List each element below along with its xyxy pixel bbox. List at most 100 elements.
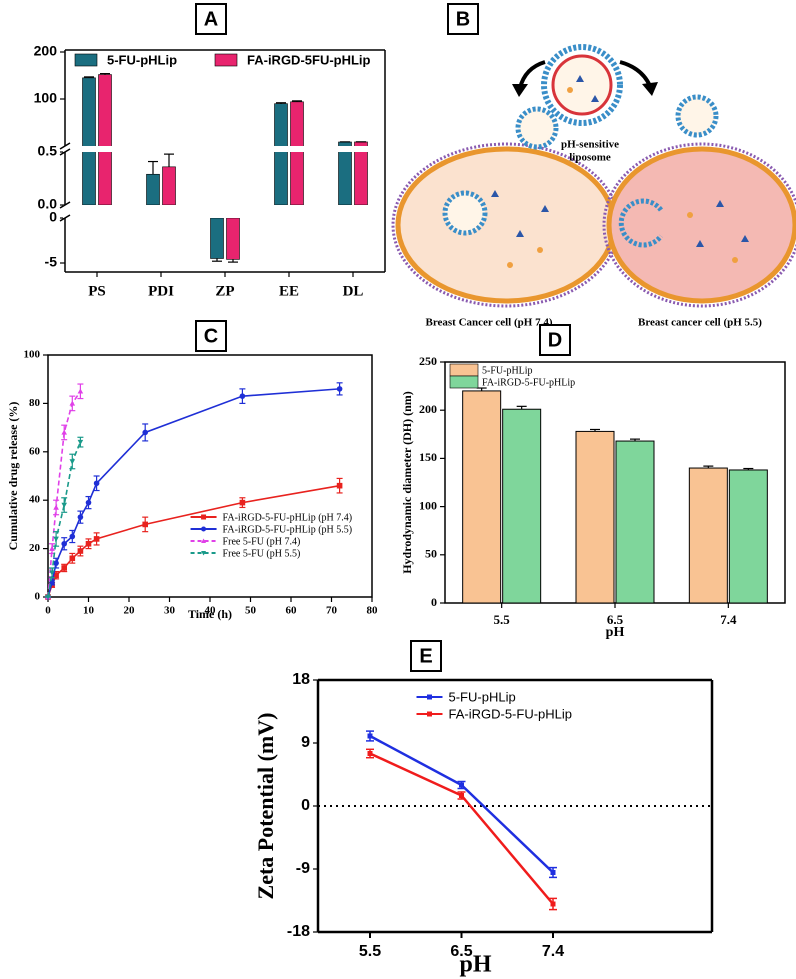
marker — [53, 536, 59, 542]
bar — [146, 173, 160, 206]
panel-box — [195, 3, 227, 35]
drug-icons — [491, 75, 749, 247]
y-tick-label: 80 — [29, 397, 41, 409]
arrow-head — [642, 82, 658, 96]
panel-label: D — [548, 329, 562, 351]
x-axis-title: pH — [606, 625, 625, 640]
marker — [77, 548, 84, 554]
bar — [728, 469, 768, 604]
y-tick-label: 100 — [34, 90, 58, 106]
x-tick-label: PS — [88, 283, 106, 299]
bar — [82, 77, 96, 206]
drug — [687, 212, 693, 218]
arrow — [619, 60, 652, 87]
bar — [615, 440, 655, 604]
x-tick-label: PDI — [148, 283, 174, 299]
marker — [69, 400, 76, 406]
marker — [61, 502, 67, 508]
y-tick-label: 18 — [292, 671, 310, 688]
diagram-label: Breast Cancer cell (pH 7.4) — [426, 317, 553, 329]
marker — [239, 393, 246, 399]
marker — [93, 536, 100, 542]
cell — [606, 146, 796, 304]
drug — [516, 230, 524, 237]
y-tick-label: -9 — [296, 860, 310, 877]
legend-label: 5-FU-pHLip — [449, 689, 516, 704]
marker — [49, 545, 55, 551]
x-tick-label: 0 — [45, 605, 51, 617]
axis-break — [63, 146, 373, 152]
panel-box — [195, 320, 227, 352]
cell — [395, 146, 617, 304]
legend-label: FA-iRGD-5-FU-pHLip — [482, 377, 575, 388]
legend-swatch — [214, 53, 238, 67]
series-line — [369, 734, 554, 874]
bar — [226, 217, 240, 260]
marker — [93, 480, 100, 487]
x-tick-label: 7.4 — [720, 612, 737, 627]
break-mark — [59, 201, 71, 209]
panel-label: A — [204, 8, 218, 30]
diagram-label: liposome — [569, 152, 611, 164]
panel-box — [410, 640, 442, 672]
cell-membrane — [602, 142, 796, 308]
y-tick-label: 0.0 — [38, 196, 58, 212]
y-tick-label: 0 — [49, 209, 57, 225]
marker — [53, 504, 59, 510]
legend-label: FA-iRGD-5-FU-pHLip (pH 7.4) — [223, 512, 353, 523]
marker — [45, 594, 51, 600]
x-tick-label: ZP — [215, 283, 234, 299]
series-line — [369, 752, 554, 905]
drug — [491, 190, 499, 197]
marker — [69, 555, 76, 562]
marker — [77, 439, 84, 445]
y-axis-title: Cumulative drug release (%) — [6, 402, 20, 551]
y-tick-label: 60 — [29, 445, 41, 457]
x-tick-label: 80 — [367, 605, 379, 617]
liposome-core — [551, 54, 613, 116]
panel-box — [447, 3, 479, 35]
liposome-open — [618, 198, 664, 248]
x-tick-label: 50 — [245, 605, 257, 617]
y-tick-label: 200 — [419, 402, 437, 416]
legend-label: 5-FU-pHLip — [482, 365, 533, 376]
break-mark — [59, 148, 71, 156]
y-tick-label: -18 — [287, 923, 310, 940]
marker — [49, 570, 55, 576]
y-tick-label: 0 — [35, 591, 41, 603]
series-line — [47, 390, 82, 598]
drug — [741, 235, 749, 242]
marker — [239, 499, 246, 506]
marker — [69, 533, 76, 540]
y-axis-title: Zeta Potential (mV) — [253, 713, 278, 900]
bar — [575, 430, 615, 604]
liposome — [442, 190, 488, 236]
legend-label: Free 5-FU (pH 7.4) — [223, 536, 301, 547]
arrow-head — [512, 84, 528, 97]
bar — [290, 101, 304, 206]
drug — [541, 205, 549, 212]
marker — [142, 521, 148, 528]
marker — [85, 499, 92, 506]
y-axis-title: Hydrodynamic diameter (DH) (nm) — [400, 391, 414, 574]
marker — [459, 793, 464, 798]
drug — [576, 75, 584, 82]
y-tick-label: 50 — [425, 547, 437, 561]
y-tick-label: 0 — [431, 595, 437, 609]
drug — [567, 87, 573, 93]
break-mark — [59, 142, 71, 150]
y-tick-label: 9 — [301, 734, 310, 751]
x-tick-label: DL — [343, 283, 364, 299]
y-tick-label: 100 — [419, 498, 437, 512]
drug — [732, 257, 738, 263]
x-tick-label: 60 — [286, 605, 298, 617]
bar — [462, 390, 502, 604]
panel-label: B — [456, 8, 470, 30]
marker — [459, 782, 464, 788]
break-mark — [59, 214, 71, 222]
legend-label: 5-FU-pHLip — [107, 52, 177, 67]
drug-dots — [507, 87, 738, 268]
y-tick-label: 0 — [301, 797, 310, 814]
drug — [591, 95, 599, 102]
